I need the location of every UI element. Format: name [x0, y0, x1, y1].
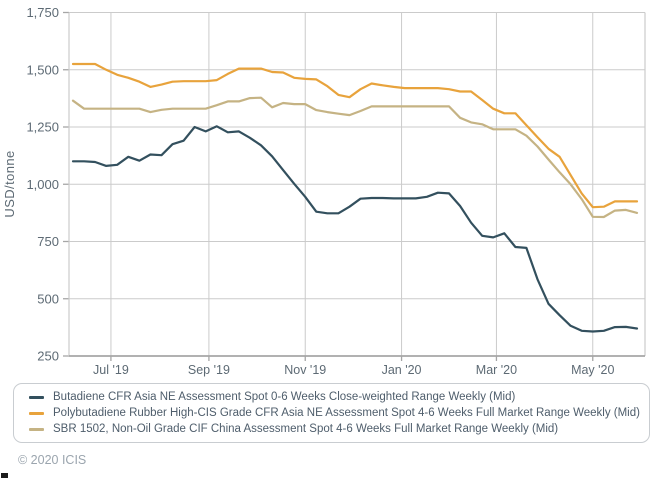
- y-tick-label: 1,000: [26, 177, 59, 192]
- legend-item-polybutadiene: Polybutadiene Rubber High-CIS Grade CFR …: [29, 407, 640, 419]
- legend-label-polybutadiene: Polybutadiene Rubber High-CIS Grade CFR …: [53, 407, 640, 419]
- y-tick-label: 1,750: [26, 5, 59, 20]
- x-tick-label: Sep '19: [188, 363, 230, 377]
- x-tick-label: Nov '19: [284, 363, 326, 377]
- series-line-butadiene: [71, 125, 639, 333]
- x-tick-label: Mar '20: [476, 363, 517, 377]
- chart-plot-area: 250 500 750 1,000 1,250 1,500 1,750 Jul '19 Sep…: [2, 5, 646, 377]
- x-tick-label: Jan '20: [382, 363, 422, 377]
- series-line-polybutadiene: [71, 62, 639, 209]
- y-axis-tick-labels: 250 500 750 1,000 1,250 1,500 1,750: [26, 5, 59, 364]
- axes: [63, 11, 646, 361]
- gridlines: [69, 12, 645, 356]
- y-tick-label: 250: [37, 349, 59, 364]
- copyright-notice: © 2020 ICIS: [18, 453, 87, 467]
- butadiene-line-swatch-icon: [29, 395, 44, 399]
- legend-item-sbr: SBR 1502, Non-Oil Grade CIF China Assess…: [29, 423, 639, 435]
- legend-label-sbr: SBR 1502, Non-Oil Grade CIF China Assess…: [53, 423, 559, 435]
- screen-artifact: [1, 473, 8, 478]
- polybutadiene-line-swatch-icon: [29, 411, 44, 415]
- y-tick-label: 500: [37, 291, 59, 306]
- y-tick-label: 750: [37, 234, 59, 249]
- legend-item-butadiene: Butadiene CFR Asia NE Assessment Spot 0-…: [29, 391, 639, 403]
- y-tick-label: 1,500: [26, 62, 59, 77]
- x-tick-label: Jul '19: [93, 363, 129, 377]
- sbr-line-swatch-icon: [29, 427, 44, 431]
- series-line-sbr: [71, 96, 639, 219]
- x-axis-tick-labels: Jul '19 Sep '19 Nov '19 Jan '20 Mar '20 May '…: [93, 363, 614, 377]
- legend: Butadiene CFR Asia NE Assessment Spot 0-…: [13, 383, 650, 443]
- y-tick-label: 1,250: [26, 120, 59, 135]
- y-axis-title: USD/tonne: [2, 150, 17, 217]
- x-tick-label: May '20: [571, 363, 614, 377]
- series-lines: [71, 62, 639, 333]
- legend-label-butadiene: Butadiene CFR Asia NE Assessment Spot 0-…: [53, 391, 516, 403]
